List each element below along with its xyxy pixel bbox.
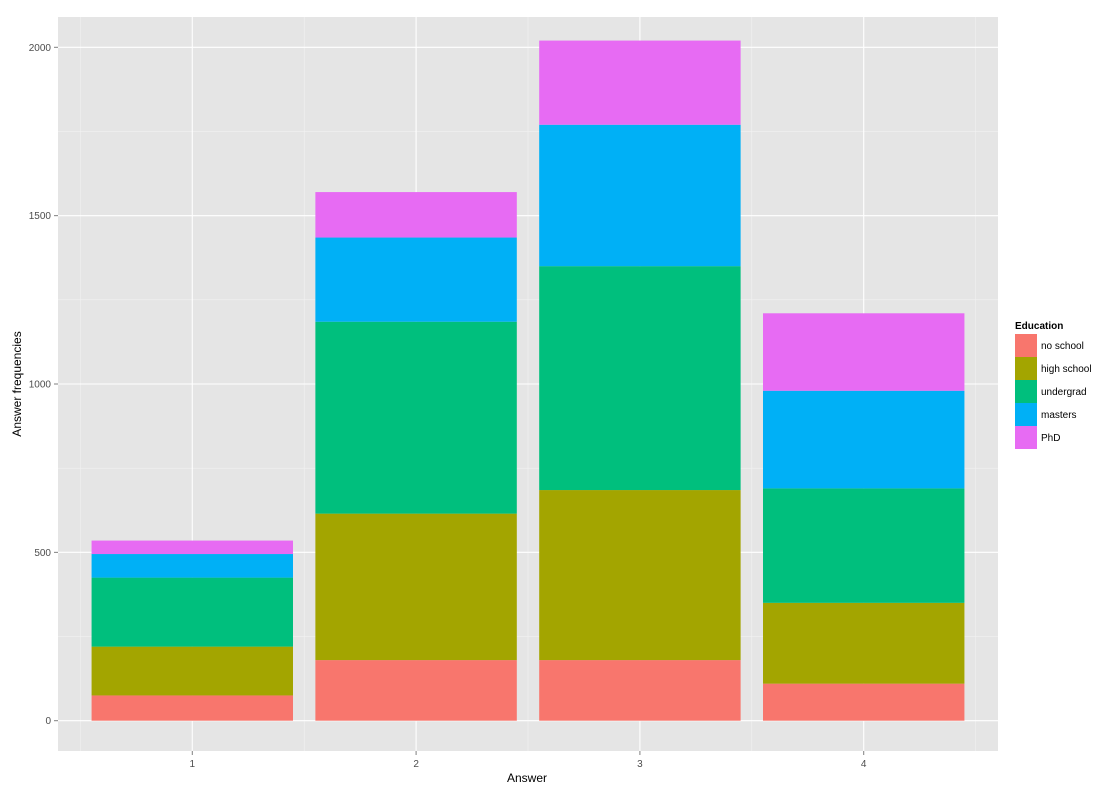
bar-segment-no-school-1 xyxy=(91,695,293,721)
bar-segment-masters-1 xyxy=(91,554,293,578)
bar-segment-masters-3 xyxy=(539,124,741,267)
bar-segment-masters-2 xyxy=(315,237,517,322)
bar-segment-high-school-4 xyxy=(763,602,965,684)
y-tick-label: 0 xyxy=(45,716,51,727)
x-tick-label: 3 xyxy=(637,759,643,770)
bar-segment-high-school-3 xyxy=(539,490,741,661)
bars xyxy=(91,40,965,721)
bar-segment-no-school-2 xyxy=(315,660,517,721)
bar-segment-undergrad-3 xyxy=(539,266,741,491)
bar-segment-phd-1 xyxy=(91,540,293,555)
legend-key-phd xyxy=(1015,426,1037,449)
legend-title: Education xyxy=(1015,321,1063,332)
bar-segment-phd-3 xyxy=(539,40,741,125)
bar-segment-phd-2 xyxy=(315,192,517,238)
legend-label: PhD xyxy=(1041,433,1060,444)
legend-key-high-school xyxy=(1015,357,1037,380)
bar-segment-phd-4 xyxy=(763,313,965,391)
bar-segment-no-school-4 xyxy=(763,683,965,721)
bar-segment-high-school-1 xyxy=(91,646,293,696)
x-tick-label: 1 xyxy=(190,759,196,770)
legend-label: no school xyxy=(1041,341,1084,352)
y-tick-label: 1500 xyxy=(29,211,52,222)
y-axis-title: Answer frequencies xyxy=(10,331,24,436)
x-tick-label: 2 xyxy=(413,759,419,770)
y-tick-label: 500 xyxy=(34,548,51,559)
y-tick-label: 1000 xyxy=(29,380,52,391)
legend: Education no school high school undergrad m… xyxy=(1015,321,1092,449)
legend-label: undergrad xyxy=(1041,387,1087,398)
x-axis-title: Answer xyxy=(507,771,547,785)
y-axis: 0 500 1000 1500 2000 xyxy=(29,43,58,727)
legend-label: high school xyxy=(1041,364,1092,375)
bar-segment-undergrad-4 xyxy=(763,488,965,603)
legend-key-no-school xyxy=(1015,334,1037,357)
x-tick-label: 4 xyxy=(861,759,867,770)
legend-key-undergrad xyxy=(1015,380,1037,403)
bar-segment-no-school-3 xyxy=(539,660,741,721)
legend-key-masters xyxy=(1015,403,1037,426)
legend-label: masters xyxy=(1041,410,1077,421)
bar-segment-undergrad-2 xyxy=(315,321,517,514)
bar-segment-masters-4 xyxy=(763,390,965,489)
bar-segment-high-school-2 xyxy=(315,513,517,661)
bar-segment-undergrad-1 xyxy=(91,577,293,647)
x-axis: 1 2 3 4 xyxy=(190,751,867,770)
y-tick-label: 2000 xyxy=(29,43,52,54)
